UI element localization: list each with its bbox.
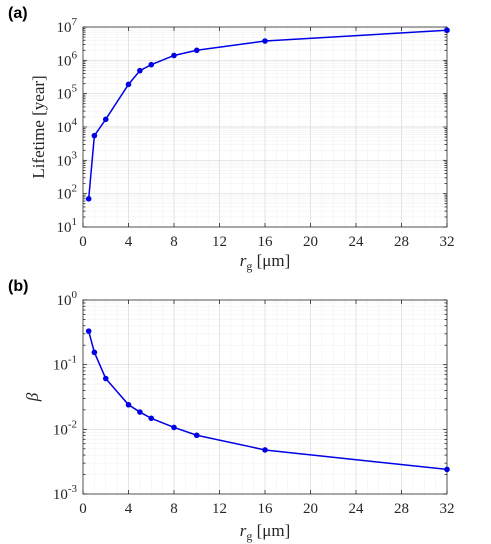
x-tick-label: 0 (79, 501, 87, 517)
y-tick-label: 101 (57, 216, 78, 236)
grid (83, 300, 447, 494)
data-point (137, 67, 143, 74)
data-point (262, 447, 268, 453)
series-0 (85, 328, 450, 473)
x-tick-label: 8 (170, 234, 178, 250)
x-tick-label: 20 (303, 501, 318, 517)
x-axis-title: rg [μm] (240, 521, 291, 543)
y-tick-label: 10-3 (53, 483, 78, 503)
x-tick-label: 16 (258, 234, 274, 250)
data-point (125, 401, 132, 408)
chart-panel-b: (b) 0 4 8 12 16 20 24 28 32 10-3 10-2 10-1 100 rg [μm]… (8, 278, 455, 543)
x-tick-label: 12 (212, 501, 227, 517)
data-point (193, 47, 200, 54)
panel-label: (b) (8, 278, 28, 295)
y-tick-label: 10-2 (53, 418, 77, 438)
x-tick-label: 28 (394, 234, 409, 250)
x-tick-label: 16 (258, 501, 274, 517)
y-axis-title: Lifetime [year] (29, 75, 48, 178)
data-point (171, 52, 177, 59)
x-tick-label: 32 (440, 501, 455, 517)
x-tick-label: 28 (394, 501, 409, 517)
y-tick-label: 100 (57, 289, 78, 309)
data-point (148, 415, 155, 422)
data-point (125, 81, 132, 88)
x-axis-title: rg [μm] (240, 251, 291, 273)
x-tick-label: 8 (170, 501, 178, 517)
y-tick-label: 105 (57, 83, 78, 103)
data-point (91, 132, 98, 139)
x-tick-label: 4 (125, 234, 133, 250)
x-tick-label: 24 (349, 234, 365, 250)
y-tick-label: 103 (57, 149, 78, 169)
data-point (193, 432, 200, 439)
chart-panel-a: (a) 0 4 8 12 16 20 24 28 32 101 102 103 104 105 106 107 r… (8, 5, 455, 273)
x-tick-label: 0 (79, 234, 87, 250)
data-point (85, 328, 92, 334)
panel-label: (a) (8, 5, 28, 22)
y-axis-title: β (23, 392, 42, 402)
data-point (91, 349, 98, 356)
series-0 (85, 27, 450, 202)
x-tick-label: 4 (125, 501, 133, 517)
x-tick-label: 32 (440, 234, 455, 250)
data-point (102, 375, 109, 382)
x-tick-label: 12 (212, 234, 227, 250)
data-point (262, 38, 268, 44)
y-tick-label: 106 (57, 49, 78, 69)
x-tick-label: 24 (349, 501, 365, 517)
data-point (137, 409, 143, 415)
data-point (102, 116, 109, 123)
y-tick-label: 102 (57, 183, 78, 203)
x-tick-label: 20 (303, 234, 318, 250)
data-point (171, 424, 177, 431)
y-tick-label: 107 (57, 16, 78, 36)
data-point (444, 466, 450, 473)
series-line (87, 29, 448, 199)
series-line (87, 330, 448, 471)
grid (83, 27, 447, 227)
data-point (148, 61, 155, 68)
y-tick-label: 104 (57, 116, 78, 136)
data-point (444, 27, 450, 34)
y-tick-label: 10-1 (53, 354, 77, 374)
data-point (85, 196, 92, 202)
